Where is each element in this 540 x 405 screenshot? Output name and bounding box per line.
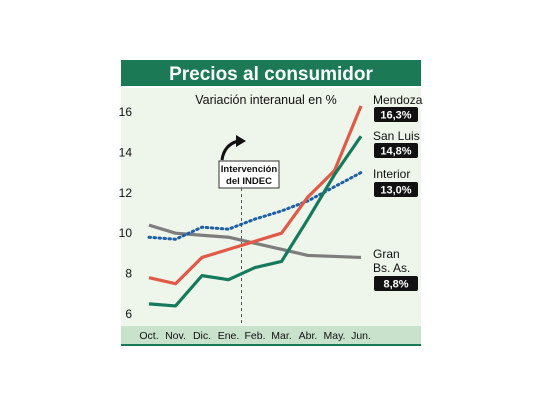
y-tick-label: 16 (119, 105, 133, 119)
y-tick-label: 8 (125, 267, 132, 281)
series-labels: Mendoza 16,3% San Luis 14,8% Interior 13… (373, 93, 423, 291)
x-tick-label: Dic. (193, 330, 211, 342)
badge-interior (374, 182, 418, 197)
series-line-san-luis (148, 135, 363, 308)
x-tick-label: Nov. (165, 330, 186, 342)
annotation-arrow-icon (220, 139, 239, 161)
y-tick-label: 10 (119, 226, 133, 240)
series-label-mendoza: Mendoza (373, 93, 423, 107)
indec-annotation: Intervención del INDEC (218, 135, 280, 326)
bottom-rule (121, 344, 421, 346)
x-tick-label: Feb. (244, 330, 265, 342)
series-lines (147, 105, 363, 308)
x-tick-label: Abr. (299, 330, 318, 342)
badge-san-luis-value: 14,8% (380, 146, 411, 158)
x-tick-label: Mar. (271, 330, 291, 342)
y-tick-label: 14 (119, 145, 133, 159)
annotation-line-1: Intervención (221, 164, 278, 175)
series-label-gran-bs-as-line-2: Bs. As. (373, 261, 410, 275)
x-axis-band (121, 326, 421, 344)
annotation-arrowhead (236, 135, 246, 147)
series-line-mendoza (148, 105, 363, 286)
badge-gran-bs-as (374, 276, 418, 291)
badge-interior-value: 13,0% (380, 185, 411, 197)
y-tick-label: 12 (119, 186, 133, 200)
series-label-san-luis: San Luis (373, 129, 420, 143)
series-label-interior: Interior (373, 167, 410, 181)
badge-mendoza-value: 16,3% (380, 110, 411, 122)
badge-mendoza (374, 107, 418, 122)
badge-gran-bs-as-value: 8,8% (383, 279, 408, 291)
title-bar (121, 60, 421, 86)
chart-title: Precios al consumidor (169, 64, 373, 85)
x-axis: Oct. Nov. Dic. Ene. Feb. Mar. Abr. May. Jun. (139, 330, 371, 342)
y-axis: 6 8 10 12 14 16 (119, 105, 133, 321)
x-tick-label: Jun. (351, 330, 371, 342)
x-tick-label: Ene. (218, 330, 240, 342)
annotation-line-2: del INDEC (226, 176, 272, 187)
y-tick-label: 6 (125, 307, 132, 321)
badge-san-luis (374, 143, 418, 158)
x-tick-label: Oct. (139, 330, 158, 342)
annotation-box (218, 160, 280, 189)
x-tick-label: May. (324, 330, 346, 342)
series-label-gran-bs-as-line-1: Gran (373, 247, 400, 261)
plot-area (121, 88, 421, 326)
chart-subtitle: Variación interanual en % (195, 93, 337, 107)
